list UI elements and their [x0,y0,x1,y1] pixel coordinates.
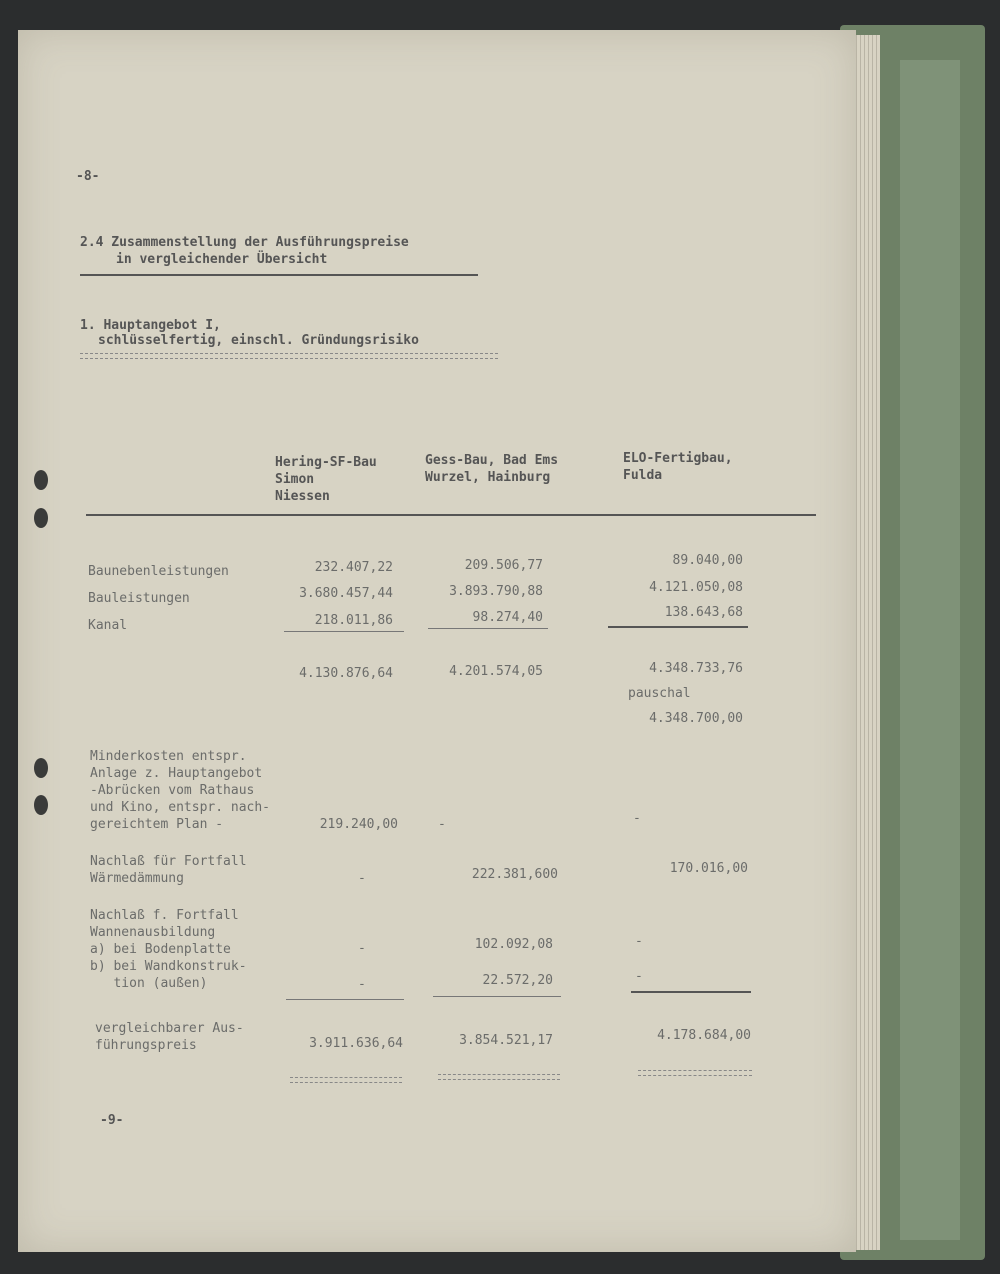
punch-hole [34,470,48,490]
sum-line [428,628,548,629]
sum-line [433,996,561,997]
cell: 218.011,86 [314,613,393,628]
cell: - [358,871,366,886]
punch-hole [34,795,48,815]
subsection-title-line2: schlüsselfertig, einschl. Gründungsrisik… [98,333,419,348]
final-label: vergleichbarer Aus- führungspreis [95,1021,244,1053]
cell: 98.274,40 [472,610,543,625]
cell: 4.121.050,08 [649,580,743,595]
row-label: Baunebenleistungen [88,564,229,579]
sum-line [608,626,748,628]
adjustment-label: Nachlaß für Fortfall Wärmedämmung [90,854,247,886]
header-divider [86,514,816,516]
cell: 219.240,00 [319,817,398,832]
pauschal-value: 4.348.700,00 [649,711,743,726]
column-header-1: Hering-SF-Bau Simon Niessen [275,455,377,504]
page-number-top: -8- [76,169,100,184]
double-underline [638,1070,752,1076]
cell: 22.572,20 [482,973,553,988]
cell: - [358,941,366,956]
page-number-bottom: -9- [100,1113,124,1128]
double-underline [80,353,498,359]
section-title-line2: in vergleichender Übersicht [116,252,328,267]
row-label: Kanal [88,618,128,633]
cell: - [358,977,366,992]
cell: - [633,811,641,826]
cell: 102.092,08 [474,937,553,952]
divider [80,274,478,276]
subsection-title: 1. Hauptangebot I, [80,318,221,333]
adjustment-label: Minderkosten entspr. Anlage z. Hauptange… [90,749,271,832]
sum-line [631,991,751,993]
cell: - [635,969,643,984]
final-cell: 4.178.684,00 [657,1028,751,1043]
final-cell: 3.911.636,64 [309,1036,403,1051]
total-cell: 4.348.733,76 [649,661,743,676]
cell: 138.643,68 [664,605,743,620]
cell: 170.016,00 [669,861,748,876]
cell: 232.407,22 [314,560,393,575]
punch-hole [34,758,48,778]
cell: 89.040,00 [672,553,743,568]
final-cell: 3.854.521,17 [459,1033,553,1048]
binder-inner-board [900,60,960,1240]
section-title: 2.4 Zusammenstellung der Ausführungsprei… [80,235,409,250]
document-page: -8- 2.4 Zusammenstellung der Ausführungs… [18,30,856,1252]
row-label: Bauleistungen [88,591,190,606]
cell: - [635,934,643,949]
cell: 3.893.790,88 [449,584,543,599]
double-underline [438,1074,560,1080]
pauschal-label: pauschal [628,686,691,701]
punch-hole [34,508,48,528]
sum-line [286,999,404,1000]
cell: 3.680.457,44 [299,586,393,601]
column-header-3: ELO-Fertigbau, Fulda [623,451,733,483]
cell: 209.506,77 [464,558,543,573]
total-cell: 4.130.876,64 [299,666,393,681]
cell: - [438,817,446,832]
column-header-2: Gess-Bau, Bad Ems Wurzel, Hainburg [425,453,559,485]
cell: 222.381,600 [471,867,558,882]
total-cell: 4.201.574,05 [449,664,543,679]
double-underline [290,1077,402,1083]
sum-line [284,631,404,632]
adjustment-label: Nachlaß f. Fortfall Wannenausbildung a) … [90,908,247,991]
